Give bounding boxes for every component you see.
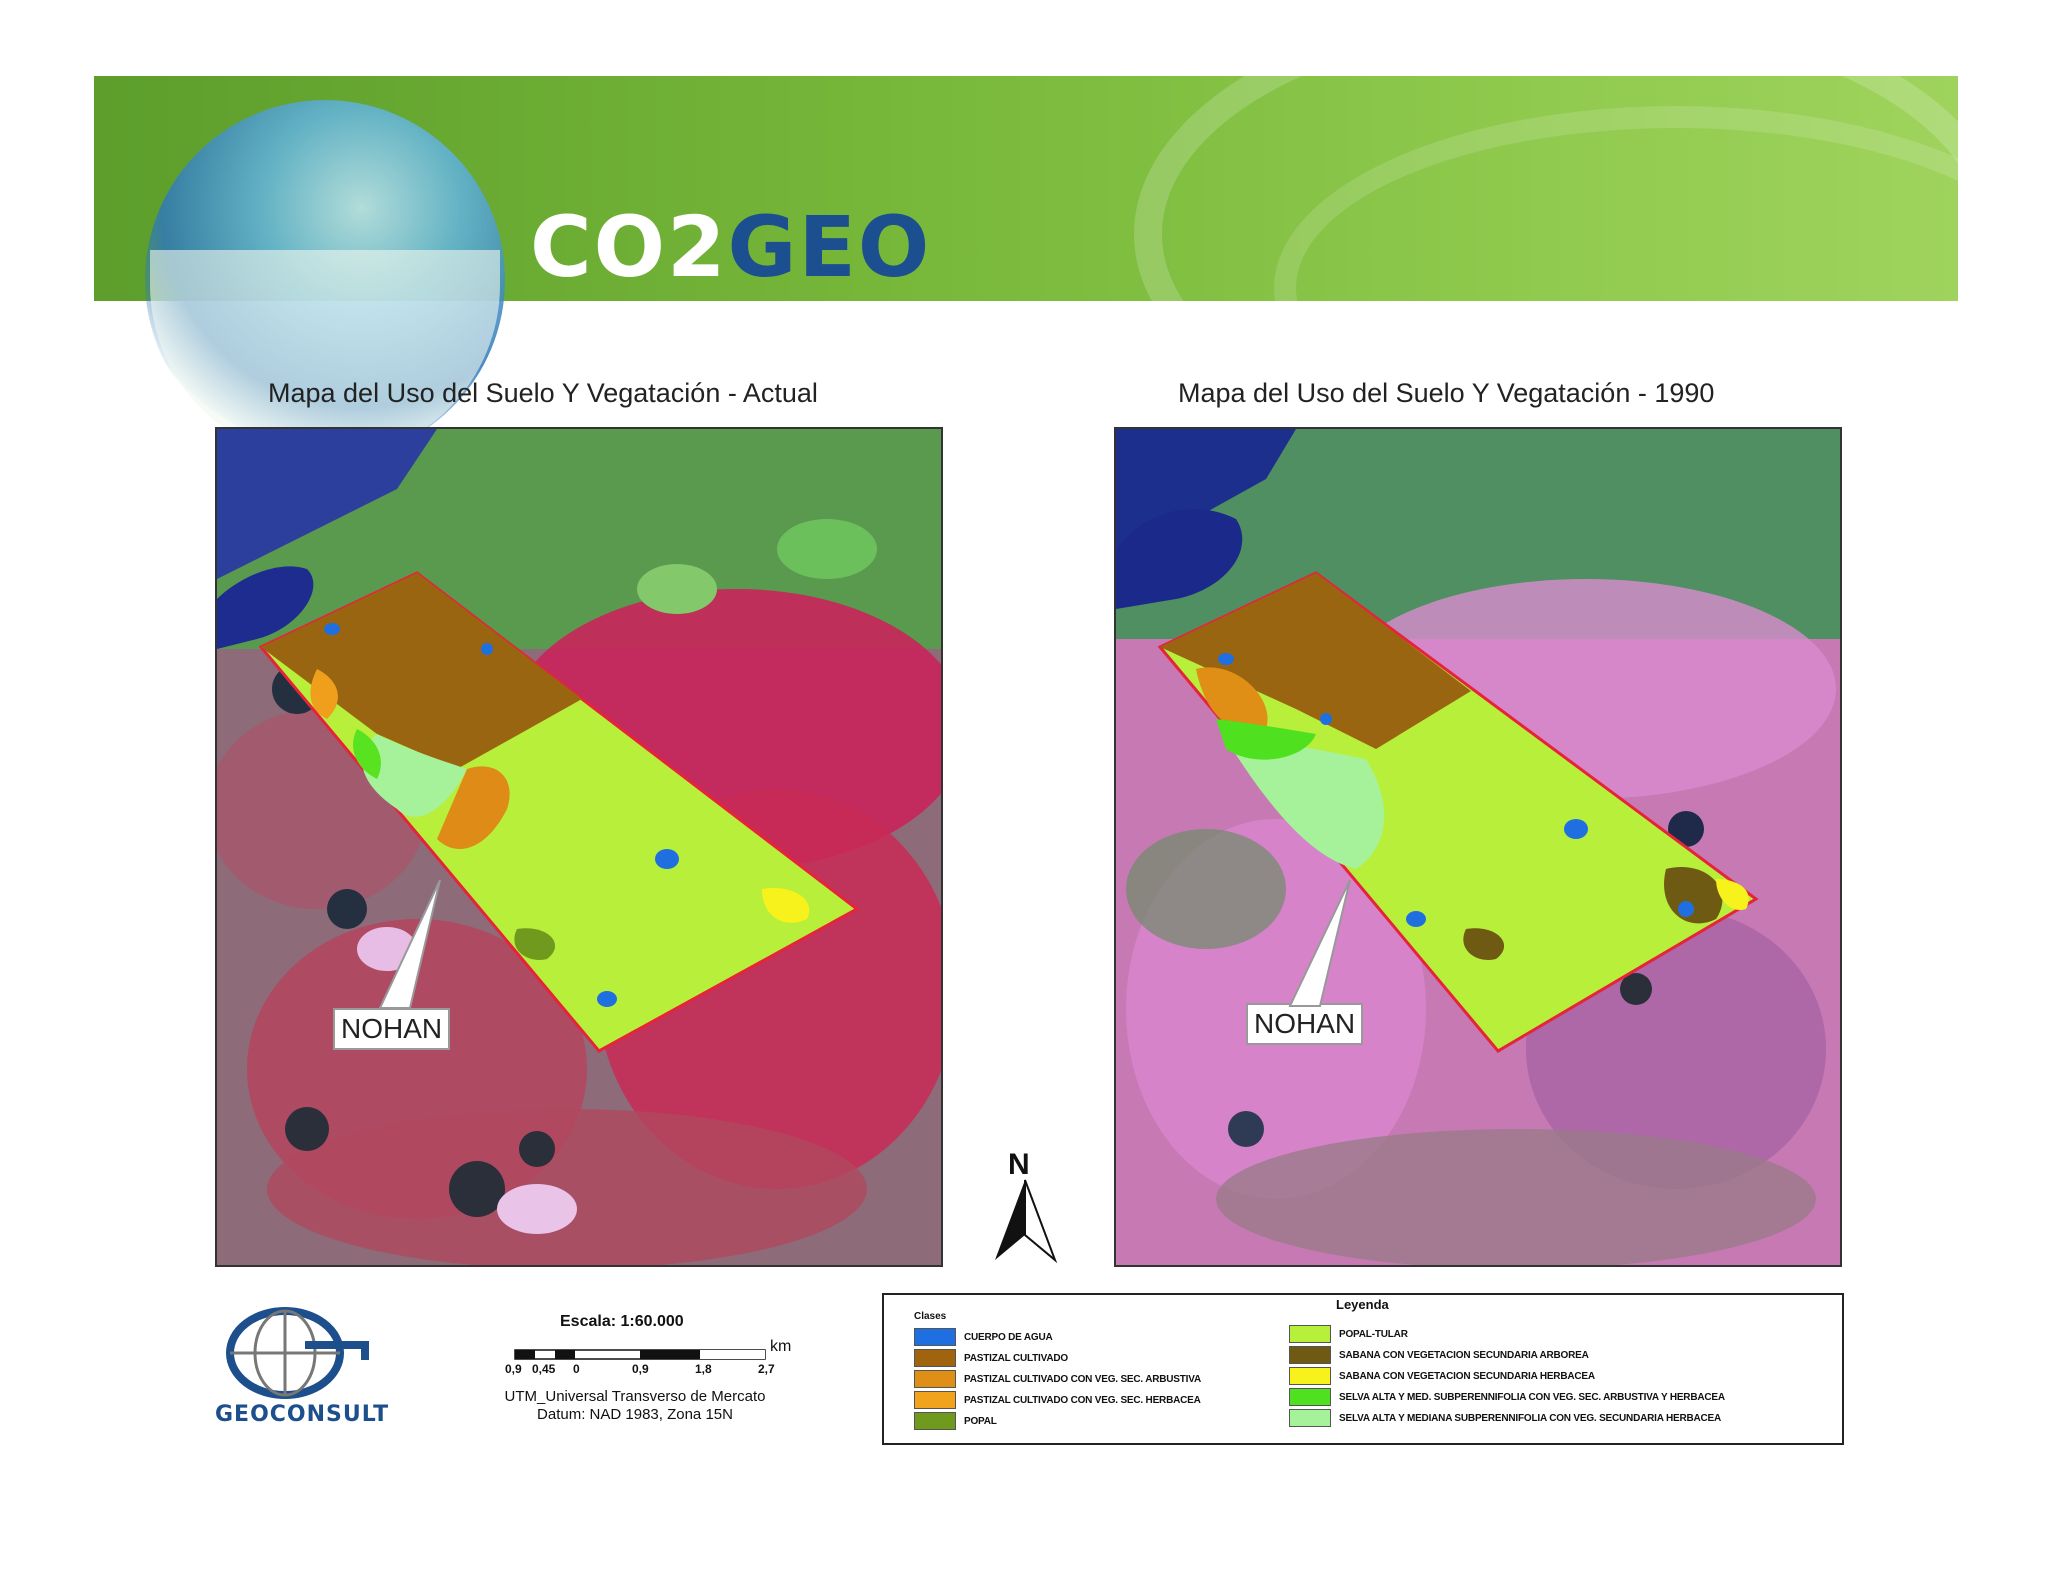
legend-item: PASTIZAL CULTIVADO CON VEG. SEC. HERBACE…: [914, 1391, 1201, 1409]
legend-label: POPAL: [964, 1415, 997, 1427]
legend-label: SELVA ALTA Y MED. SUBPERENNIFOLIA CON VE…: [1339, 1391, 1725, 1403]
legend-swatch: [914, 1391, 956, 1409]
legend-label: SELVA ALTA Y MEDIANA SUBPERENNIFOLIA CON…: [1339, 1412, 1722, 1424]
left-callout-pointer: [378, 880, 441, 1009]
legend-swatch: [914, 1370, 956, 1388]
geoconsult-logo-icon: [226, 1307, 369, 1399]
scale-tick: 0,45: [532, 1362, 556, 1376]
right-map: [1114, 427, 1842, 1267]
legend-label: SABANA CON VEGETACION SECUNDARIA HERBACE…: [1339, 1370, 1595, 1382]
legend-subtitle: Clases: [914, 1311, 947, 1322]
legend-swatch: [914, 1412, 956, 1430]
legend-item: PASTIZAL CULTIVADO CON VEG. SEC. ARBUSTI…: [914, 1370, 1201, 1388]
legend-label: SABANA CON VEGETACION SECUNDARIA ARBOREA: [1339, 1349, 1589, 1361]
legend-box: Leyenda Clases CUERPO DE AGUA PASTIZAL C…: [882, 1293, 1844, 1445]
right-nohan-callout: NOHAN: [1246, 1003, 1364, 1045]
legend-label: PASTIZAL CULTIVADO: [964, 1352, 1068, 1364]
legend-item: SABANA CON VEGETACION SECUNDARIA HERBACE…: [1289, 1367, 1595, 1385]
legend-item: SELVA ALTA Y MED. SUBPERENNIFOLIA CON VE…: [1289, 1388, 1725, 1406]
left-map: [215, 427, 943, 1267]
legend-label: PASTIZAL CULTIVADO CON VEG. SEC. ARBUSTI…: [964, 1373, 1201, 1385]
north-letter: N: [1008, 1148, 1030, 1181]
north-arrow-icon: [995, 1179, 1058, 1264]
scale-unit: km: [770, 1338, 792, 1355]
left-map-title: Mapa del Uso del Suelo Y Vegatación - Ac…: [268, 378, 818, 408]
scale-label: Escala: 1:60.000: [560, 1313, 684, 1330]
scale-tick: 0: [573, 1362, 580, 1376]
legend-swatch: [1289, 1409, 1331, 1427]
projection-line-2: Datum: NAD 1983, Zona 15N: [537, 1406, 733, 1423]
scale-tick: 0,9: [632, 1362, 649, 1376]
logo-co2: CO2: [530, 198, 728, 296]
legend-item: PASTIZAL CULTIVADO: [914, 1349, 1068, 1367]
legend-item: CUERPO DE AGUA: [914, 1328, 1053, 1346]
legend-swatch: [1289, 1388, 1331, 1406]
geoconsult-name: GEOCONSULT: [215, 1402, 390, 1427]
legend-label: PASTIZAL CULTIVADO CON VEG. SEC. HERBACE…: [964, 1394, 1201, 1406]
legend-item: POPAL-TULAR: [1289, 1325, 1408, 1343]
legend-title: Leyenda: [1336, 1297, 1389, 1312]
scale-tick: 1,8: [695, 1362, 712, 1376]
legend-swatch: [1289, 1325, 1331, 1343]
legend-swatch: [914, 1349, 956, 1367]
legend-swatch: [1289, 1346, 1331, 1364]
right-callout-pointer: [1288, 880, 1351, 1007]
scale-tick: 0,9: [505, 1362, 522, 1376]
legend-label: POPAL-TULAR: [1339, 1328, 1408, 1340]
scale-bar: [514, 1349, 766, 1360]
co2geo-logo: CO2GEO: [530, 205, 931, 289]
projection-line-1: UTM_Universal Transverso de Mercato: [504, 1388, 766, 1405]
legend-item: POPAL: [914, 1412, 997, 1430]
legend-item: SELVA ALTA Y MEDIANA SUBPERENNIFOLIA CON…: [1289, 1409, 1721, 1427]
projection-info: UTM_Universal Transverso de Mercato Datu…: [470, 1388, 800, 1424]
left-nohan-callout: NOHAN: [333, 1008, 451, 1050]
right-map-title: Mapa del Uso del Suelo Y Vegatación - 19…: [1178, 378, 1715, 408]
legend-item: SABANA CON VEGETACION SECUNDARIA ARBOREA: [1289, 1346, 1589, 1364]
legend-swatch: [914, 1328, 956, 1346]
legend-swatch: [1289, 1367, 1331, 1385]
logo-geo: GEO: [727, 198, 932, 296]
scale-tick: 2,7: [758, 1362, 775, 1376]
legend-label: CUERPO DE AGUA: [964, 1331, 1053, 1343]
